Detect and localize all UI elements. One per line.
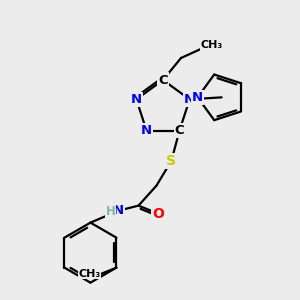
Text: CH₃: CH₃ [201, 40, 223, 50]
Text: C: C [175, 124, 184, 137]
Text: N: N [113, 204, 124, 217]
Text: H: H [106, 205, 116, 218]
Text: S: S [167, 154, 176, 168]
Text: CH₃: CH₃ [78, 269, 100, 279]
Text: N: N [141, 124, 152, 137]
Text: N: N [131, 93, 142, 106]
Text: C: C [158, 74, 168, 86]
Text: N: N [192, 91, 203, 104]
Text: N: N [184, 93, 195, 106]
Text: O: O [152, 207, 164, 221]
